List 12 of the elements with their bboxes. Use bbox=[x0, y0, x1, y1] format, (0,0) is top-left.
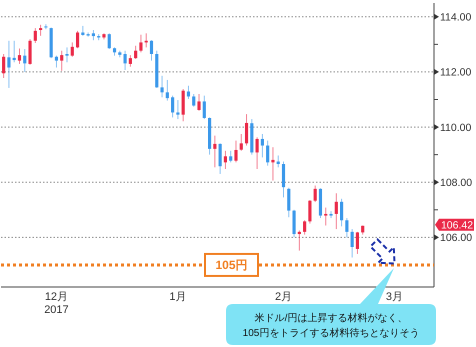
x-tick-label: 3月 bbox=[386, 291, 403, 303]
text: 米ドル/円は上昇する材料がなく、 105円をトライする材料待ちとなりそう bbox=[242, 312, 420, 339]
x-tick-label: 1月 bbox=[169, 291, 186, 303]
text: 106.42 bbox=[440, 219, 474, 232]
y-tick-label: 108.00 bbox=[440, 176, 472, 189]
y-tick-label: 114.00 bbox=[440, 11, 472, 24]
y-tick-label: 112.00 bbox=[440, 66, 472, 79]
ref-line-label: 105円 bbox=[215, 258, 248, 272]
y-tick-label: 106.00 bbox=[440, 232, 472, 244]
y-tick-label: 110.00 bbox=[440, 122, 472, 134]
x-tick-label: 12月 2017 bbox=[44, 291, 69, 316]
x-tick-label: 2月 bbox=[274, 291, 292, 303]
